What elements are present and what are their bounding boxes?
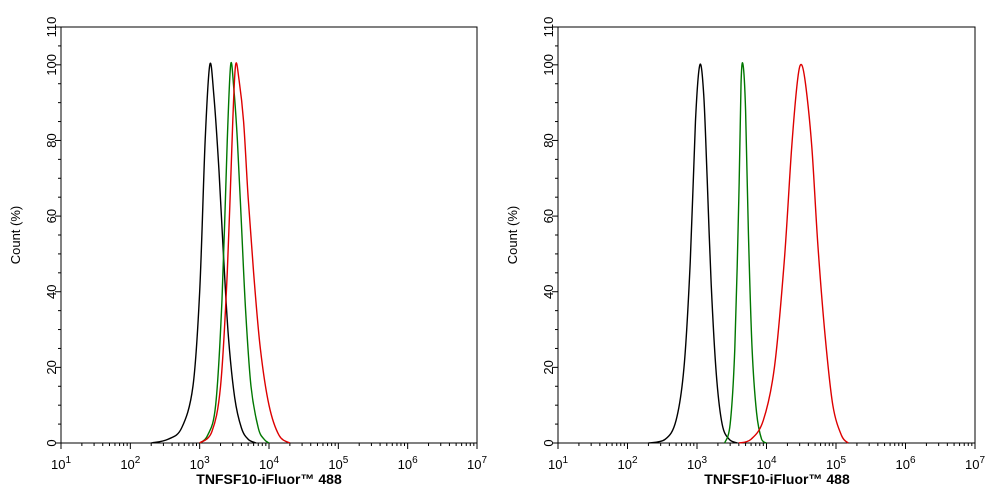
x-tick-label: 106 bbox=[895, 455, 915, 472]
x-axis-label: TNFSF10-iFluor™ 488 bbox=[196, 471, 342, 487]
x-tick-label: 106 bbox=[398, 455, 418, 472]
x-tick-label: 105 bbox=[826, 455, 846, 472]
histogram-panel-1: 0 20 40 60 80 100 110 101 102 103 104 105 106 107 Coun… bbox=[8, 17, 487, 487]
y-tick-label: 20 bbox=[44, 360, 59, 374]
y-tick-label: 80 bbox=[541, 133, 556, 147]
x-tick-label: 104 bbox=[756, 455, 776, 472]
y-axis-label: Count (%) bbox=[505, 206, 520, 265]
y-tick-label: 100 bbox=[44, 54, 59, 76]
histogram-series-line-2 bbox=[199, 62, 270, 444]
histogram-series-line-3 bbox=[199, 62, 291, 444]
y-tick-label: 40 bbox=[541, 284, 556, 298]
histogram-series-line-3 bbox=[738, 63, 849, 444]
x-tick-label: 102 bbox=[617, 455, 637, 472]
y-tick-label: 0 bbox=[44, 439, 59, 446]
y-axis-label: Count (%) bbox=[8, 206, 23, 265]
histogram-series-line-1 bbox=[151, 62, 257, 444]
x-tick-label: 105 bbox=[328, 455, 348, 472]
plot-frame bbox=[557, 26, 976, 444]
y-tick-label: 100 bbox=[541, 54, 556, 76]
y-tick-label: 60 bbox=[44, 209, 59, 223]
y-tick-label: 0 bbox=[541, 439, 556, 446]
histogram-panel-2: 0 20 40 60 80 100 110 101 102 103 104 105 106 107 Coun… bbox=[505, 17, 985, 487]
y-tick-label: 80 bbox=[44, 133, 59, 147]
y-tick-label: 60 bbox=[541, 209, 556, 223]
x-tick-label: 102 bbox=[120, 455, 140, 472]
y-tick-label: 40 bbox=[44, 284, 59, 298]
y-tick-label: 110 bbox=[541, 17, 556, 38]
x-axis-label: TNFSF10-iFluor™ 488 bbox=[704, 471, 850, 487]
x-tick-label: 101 bbox=[51, 455, 71, 472]
x-tick-label: 107 bbox=[965, 455, 985, 472]
histogram-series-line-1 bbox=[648, 63, 738, 444]
histogram-series-line-2 bbox=[723, 62, 767, 444]
y-tick-label: 20 bbox=[541, 360, 556, 374]
x-tick-label: 101 bbox=[548, 455, 568, 472]
x-tick-label: 107 bbox=[467, 455, 487, 472]
x-tick-label: 104 bbox=[259, 455, 279, 472]
x-tick-label: 103 bbox=[687, 455, 707, 472]
y-tick-label: 110 bbox=[44, 17, 59, 38]
plot-frame bbox=[60, 26, 478, 444]
x-tick-label: 103 bbox=[190, 455, 210, 472]
